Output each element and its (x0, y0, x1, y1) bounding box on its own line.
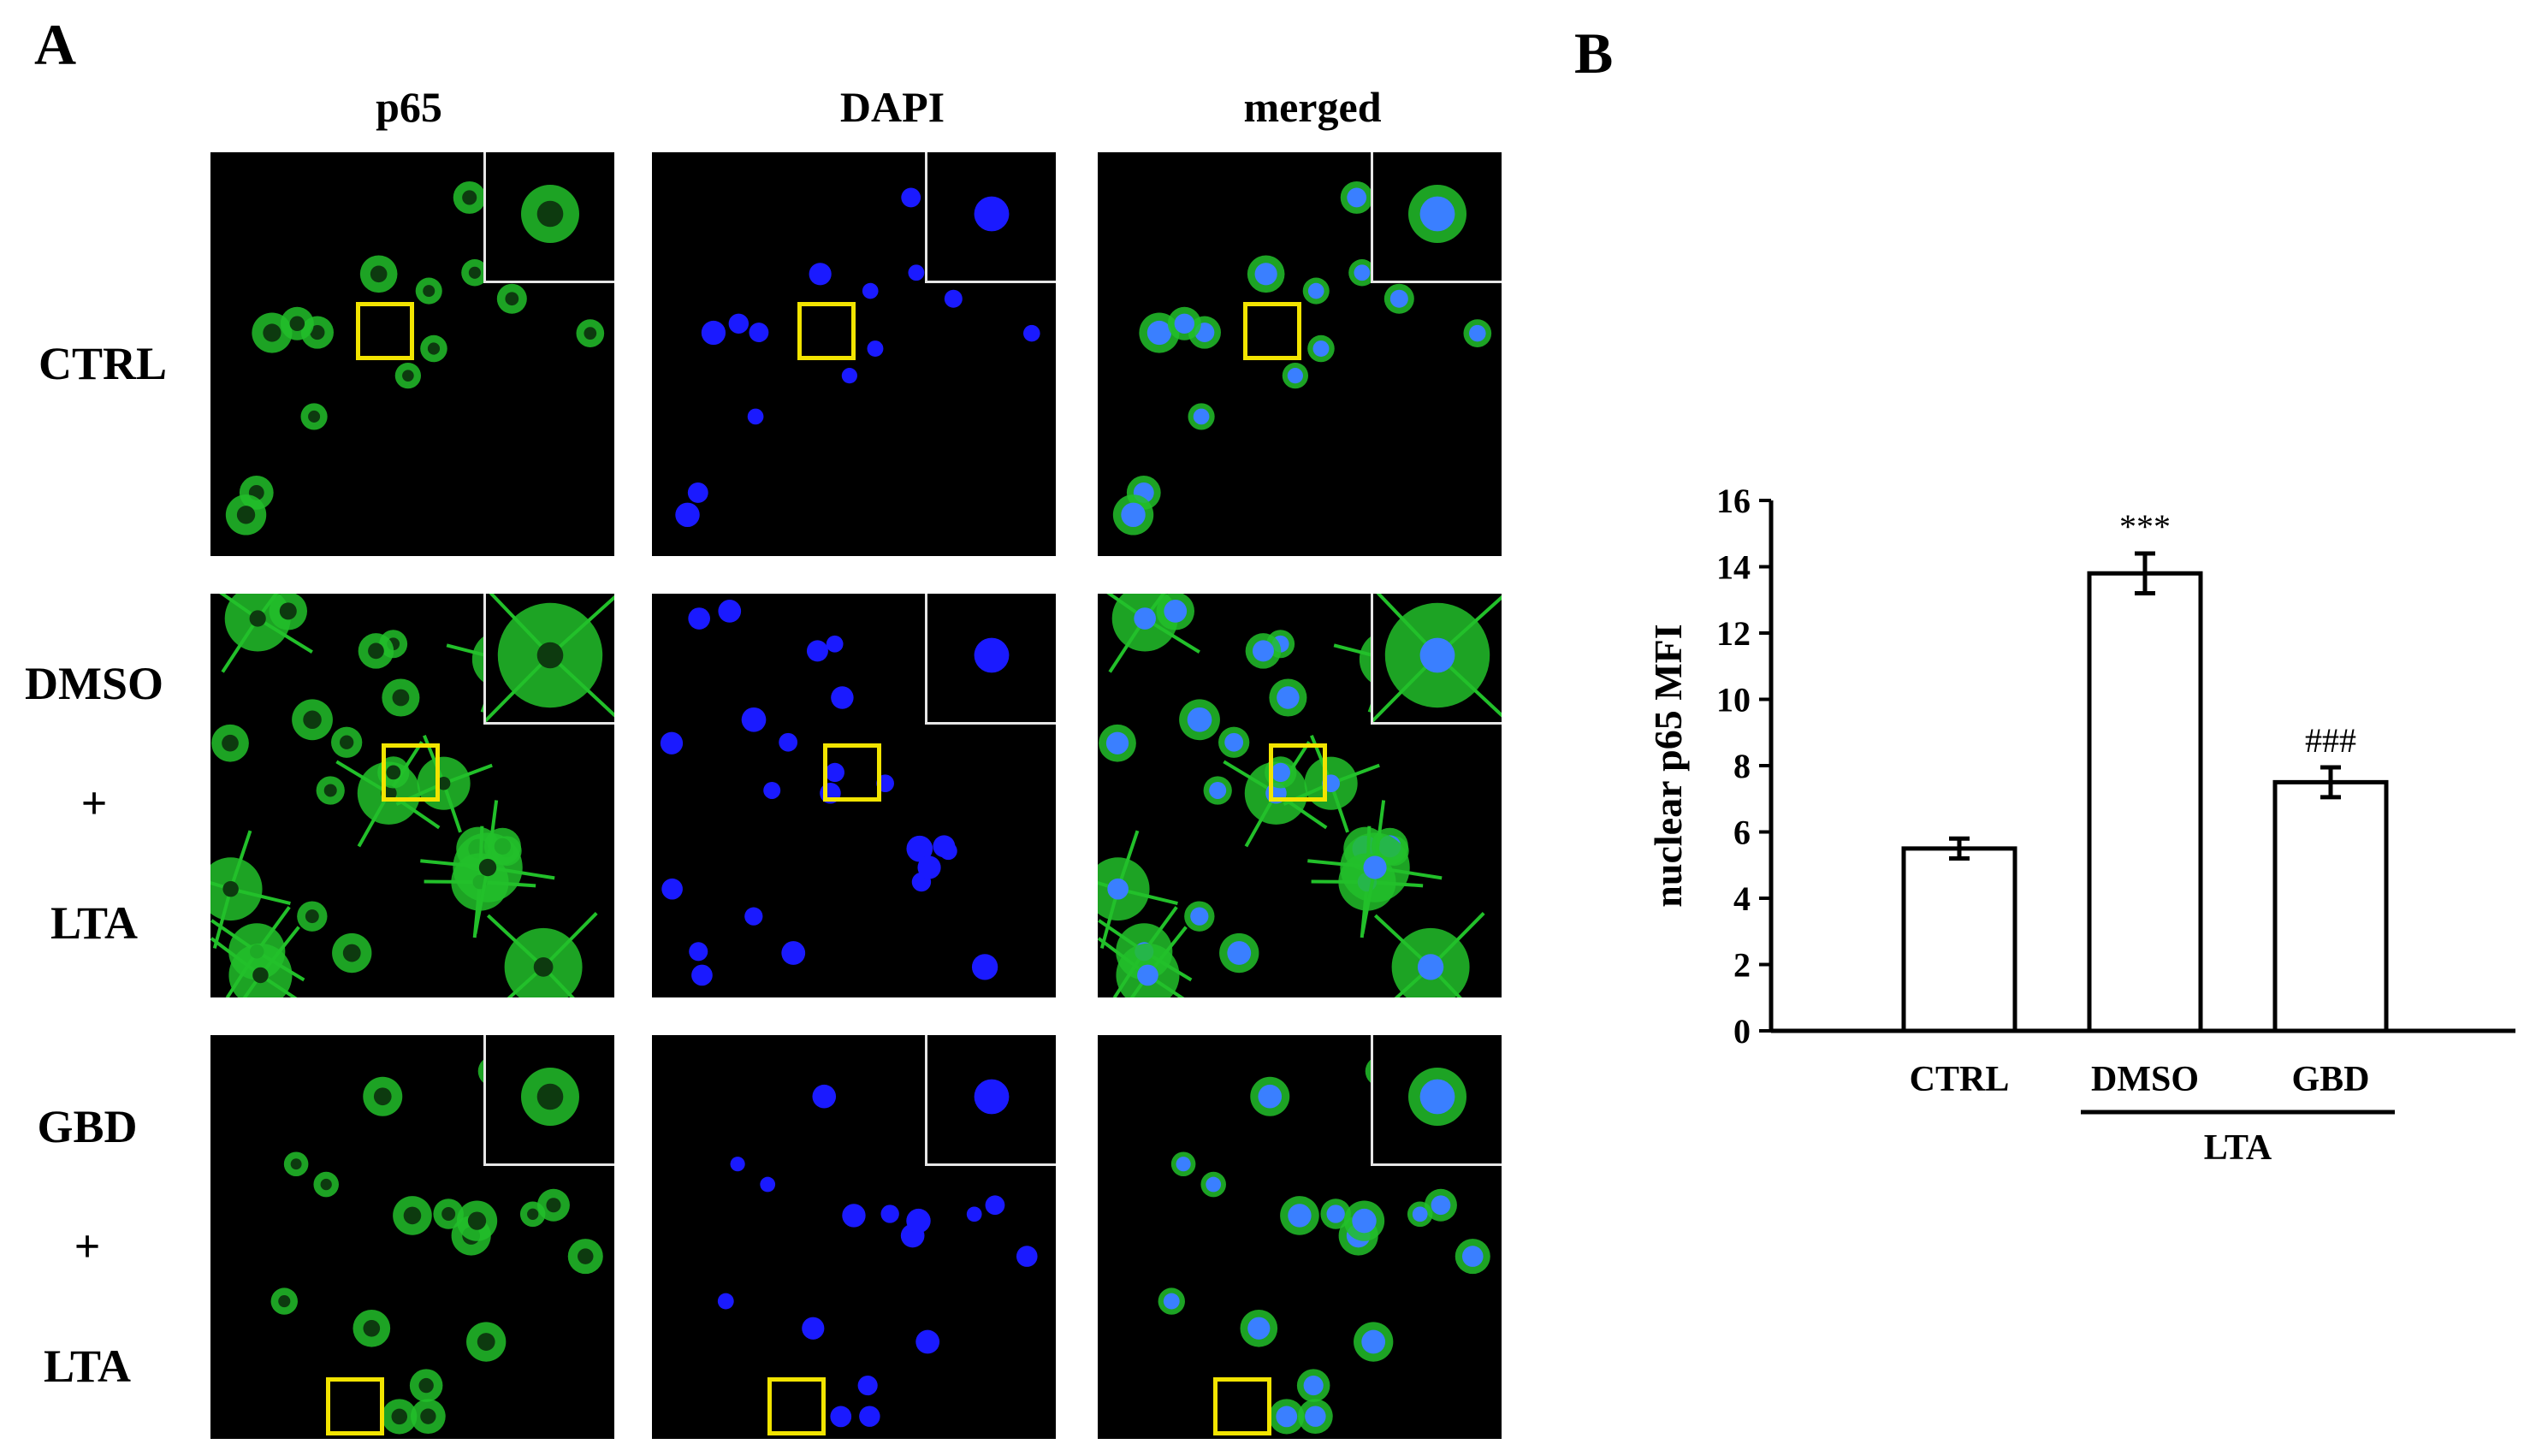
roi-box (382, 743, 440, 802)
row-label-ctrl: CTRL (38, 338, 168, 389)
roi-box (1269, 743, 1327, 802)
micrograph-ctrl-dapi (652, 152, 1056, 556)
roi-box (767, 1377, 826, 1435)
chart-bars (1901, 551, 2389, 1033)
zoom-inset (1371, 594, 1502, 725)
significance-label-dmso: *** (2119, 507, 2171, 546)
bar-ctrl (1901, 846, 2017, 1033)
y-tick-label: 10 (1716, 681, 1751, 719)
group-label-lta: LTA (2204, 1128, 2272, 1163)
micrograph-dmso-lta-dapi (652, 594, 1056, 997)
roi-box (797, 302, 856, 360)
zoom-inset (1371, 152, 1502, 283)
chart-axes: 0 2 4 6 8 10 12 14 16 (1716, 482, 2515, 1051)
significance-label-gbd: ### (2305, 721, 2356, 760)
zoom-inset (1371, 1035, 1502, 1166)
y-tick-label: 8 (1733, 747, 1751, 785)
zoom-inset (483, 1035, 614, 1166)
roi-box (356, 302, 414, 360)
micrograph-dmso-lta-p65 (210, 594, 614, 997)
zoom-inset (925, 1035, 1056, 1166)
y-tick-label: 2 (1733, 946, 1751, 985)
y-axis-label: nuclear p65 MFI (1646, 624, 1690, 907)
micrograph-gbd-lta-merged (1098, 1035, 1502, 1439)
bar-gbd (2272, 779, 2389, 1033)
micrograph-ctrl-p65 (210, 152, 614, 556)
zoom-inset (483, 152, 614, 283)
column-header-p65: p65 (376, 83, 442, 131)
y-tick-label: 4 (1733, 879, 1751, 918)
micrograph-ctrl-merged (1098, 152, 1502, 556)
bar-dmso (2087, 571, 2203, 1033)
micrograph-gbd-lta-p65 (210, 1035, 614, 1439)
zoom-inset (925, 594, 1056, 725)
y-tick-label: 12 (1716, 614, 1751, 653)
panel-a-letter: A (34, 12, 77, 77)
panel-b-letter: B (1574, 21, 1614, 86)
column-header-dapi: DAPI (839, 83, 945, 131)
roi-box (1243, 302, 1301, 360)
row-label-gbd-plus: + (74, 1221, 101, 1272)
roi-box (1213, 1377, 1271, 1435)
row-label-gbd: GBD (37, 1101, 138, 1152)
y-tick-label: 14 (1716, 548, 1751, 587)
row-label-dmso: DMSO (25, 658, 163, 709)
roi-box (823, 743, 881, 802)
zoom-inset (483, 594, 614, 725)
category-label-dmso: DMSO (2091, 1060, 2199, 1099)
micrograph-gbd-lta-dapi (652, 1035, 1056, 1439)
y-tick-label: 6 (1733, 814, 1751, 852)
micrograph-dmso-lta-merged (1098, 594, 1502, 997)
category-label-ctrl: CTRL (1910, 1060, 2010, 1099)
row-label-gbd-lta: LTA (43, 1341, 132, 1392)
category-label-gbd: GBD (2291, 1060, 2369, 1099)
bar-chart: 0 2 4 6 8 10 12 14 16 nuclear p65 MFI CTRL *** DMSO… (1646, 482, 2515, 1163)
chart-labels: nuclear p65 MFI CTRL *** DMSO ### GBD LTA (1646, 507, 2395, 1163)
row-label-dmso-plus: + (80, 778, 108, 829)
column-header-merged: merged (1243, 83, 1382, 131)
zoom-inset (925, 152, 1056, 283)
row-label-dmso-lta: LTA (50, 897, 139, 949)
roi-box (326, 1377, 384, 1435)
y-tick-label: 16 (1716, 482, 1751, 520)
y-tick-label: 0 (1733, 1012, 1751, 1051)
